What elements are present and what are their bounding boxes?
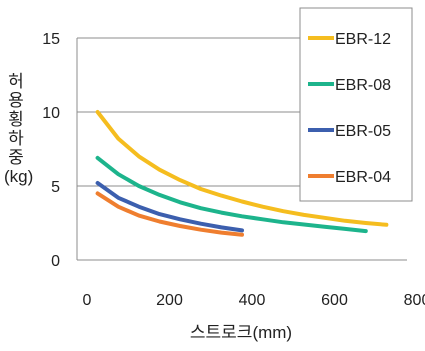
x-tick-label: 400 (239, 292, 266, 309)
x-axis-label: 스트로크(mm) (190, 323, 292, 342)
series-line-ebr-04 (95, 191, 244, 237)
y-tick-label: 10 (42, 105, 60, 122)
legend-label: EBR-04 (335, 169, 391, 186)
y-axis-unit: (kg) (4, 167, 34, 186)
y-axis-label-char: 하 (8, 129, 24, 148)
y-tick-label: 5 (51, 179, 60, 196)
x-tick-label: 800 (404, 292, 425, 309)
x-tick-label: 0 (83, 292, 92, 309)
legend-label: EBR-08 (335, 77, 391, 94)
series-lines (95, 110, 389, 237)
legend-label: EBR-12 (335, 31, 391, 48)
x-tick-label: 600 (321, 292, 348, 309)
axes (76, 38, 407, 261)
x-tick-label: 200 (156, 292, 183, 309)
series-line-ebr-12 (95, 110, 389, 227)
legend: EBR-12 EBR-08 EBR-05 EBR-04 (299, 7, 413, 202)
y-tick-label: 15 (42, 31, 60, 48)
legend-box (299, 7, 413, 202)
series-line-ebr-08 (95, 155, 368, 234)
legend-label: EBR-05 (335, 123, 391, 140)
tick-labels: 0 5 10 15 0 200 400 600 800 (42, 31, 425, 309)
y-axis-label-char: 중 (8, 148, 24, 167)
y-axis-label-char: 횡 (8, 110, 24, 129)
y-tick-label: 0 (51, 253, 60, 270)
y-axis-label-char: 허 (8, 72, 24, 91)
y-axis-label-char: 용 (8, 91, 24, 110)
series-line-ebr-05 (95, 181, 244, 233)
